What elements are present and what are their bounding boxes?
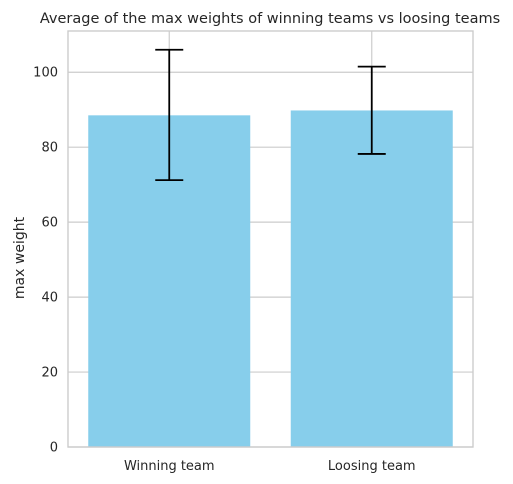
y-tick-label: 0 [50, 441, 58, 456]
chart-title: Average of the max weights of winning te… [40, 11, 500, 27]
y-tick-label: 100 [33, 66, 58, 81]
y-tick-label: 60 [41, 216, 58, 231]
x-tick-label: Winning team [124, 459, 215, 474]
y-tick-label: 40 [41, 291, 58, 306]
y-tick-label: 80 [41, 141, 58, 156]
plot-area: 0 20 40 60 80 100 Winning team Loosing team [33, 30, 474, 474]
y-tick-label: 20 [41, 366, 58, 381]
y-axis-label: max weight [12, 216, 28, 299]
x-tick-label: Loosing team [328, 459, 416, 474]
plot-frame [67, 30, 474, 448]
bar-2 [290, 110, 453, 447]
